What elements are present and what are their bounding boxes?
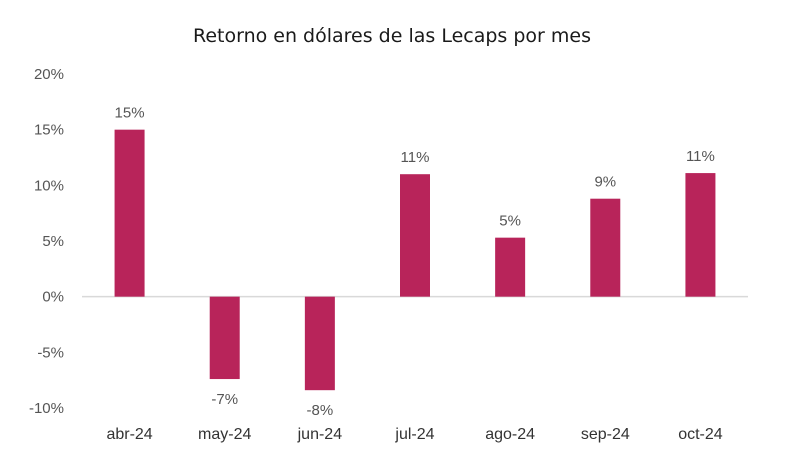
y-tick-label: 5% xyxy=(42,233,64,250)
bars xyxy=(114,129,716,391)
y-tick-label: 20% xyxy=(34,66,64,83)
x-tick-label: jun-24 xyxy=(297,426,343,443)
bar xyxy=(590,198,621,297)
data-labels: 15% -7% -8% 11% 5% 9% 11% xyxy=(115,105,715,420)
y-tick-label: 0% xyxy=(42,289,64,306)
data-label: 11% xyxy=(401,149,430,166)
data-label: 15% xyxy=(115,105,145,122)
x-tick-label: oct-24 xyxy=(678,426,723,443)
bar xyxy=(209,296,240,380)
data-label: -8% xyxy=(307,402,334,419)
data-label: 5% xyxy=(499,213,521,230)
y-tick-label: -10% xyxy=(29,400,64,417)
x-tick-label: abr-24 xyxy=(106,426,152,443)
y-tick-label: 15% xyxy=(34,122,64,139)
chart-title: Retorno en dólares de las Lecaps por mes xyxy=(193,25,591,47)
bar xyxy=(114,129,145,297)
y-tick-label: -5% xyxy=(37,344,64,361)
bar xyxy=(685,173,716,297)
x-tick-label: may-24 xyxy=(198,426,251,443)
data-label: 11% xyxy=(686,148,715,165)
x-tick-label: jul-24 xyxy=(394,426,434,443)
x-tick-label: sep-24 xyxy=(581,426,630,443)
bar xyxy=(304,296,335,391)
bar xyxy=(400,174,430,297)
y-axis-ticks: 20% 15% 10% 5% 0% -5% -10% xyxy=(29,66,64,417)
data-label: 9% xyxy=(594,174,616,191)
x-axis-labels: abr-24 may-24 jun-24 jul-24 ago-24 sep-24 oct-… xyxy=(106,426,722,443)
y-tick-label: 10% xyxy=(34,177,64,194)
x-tick-label: ago-24 xyxy=(485,426,535,443)
bar xyxy=(495,237,526,297)
data-label: -7% xyxy=(211,391,238,408)
